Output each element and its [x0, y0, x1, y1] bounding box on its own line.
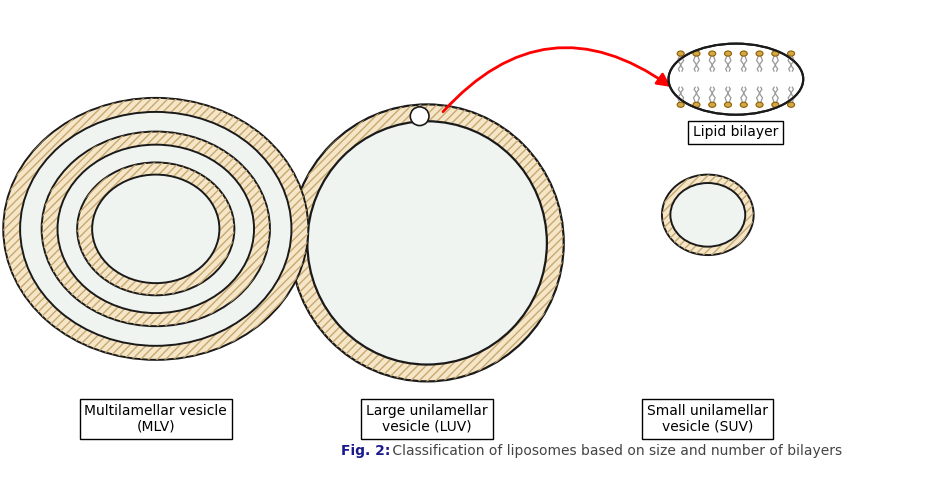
Ellipse shape — [788, 102, 795, 107]
Ellipse shape — [20, 112, 292, 346]
Ellipse shape — [662, 174, 754, 255]
Ellipse shape — [307, 121, 547, 365]
Ellipse shape — [693, 51, 700, 56]
Ellipse shape — [724, 102, 732, 107]
Ellipse shape — [708, 51, 716, 56]
Ellipse shape — [669, 43, 803, 115]
Ellipse shape — [693, 102, 700, 107]
Ellipse shape — [788, 51, 795, 56]
Ellipse shape — [77, 162, 234, 295]
Text: Classification of liposomes based on size and number of bilayers: Classification of liposomes based on siz… — [388, 444, 842, 458]
Ellipse shape — [670, 183, 745, 247]
Ellipse shape — [410, 107, 429, 126]
Ellipse shape — [756, 51, 763, 56]
Ellipse shape — [677, 102, 684, 107]
Ellipse shape — [93, 174, 219, 283]
Ellipse shape — [708, 102, 716, 107]
Ellipse shape — [724, 51, 732, 56]
Ellipse shape — [42, 131, 269, 326]
Ellipse shape — [771, 102, 779, 107]
Ellipse shape — [771, 51, 779, 56]
Text: Lipid bilayer: Lipid bilayer — [694, 126, 779, 140]
Ellipse shape — [677, 51, 684, 56]
Ellipse shape — [756, 102, 763, 107]
Text: Multilamellar vesicle
(MLV): Multilamellar vesicle (MLV) — [84, 404, 227, 434]
Ellipse shape — [740, 102, 747, 107]
Ellipse shape — [4, 98, 308, 360]
Ellipse shape — [57, 145, 254, 313]
Text: Large unilamellar
vesicle (LUV): Large unilamellar vesicle (LUV) — [367, 404, 488, 434]
Text: Fig. 2:: Fig. 2: — [341, 444, 391, 458]
Ellipse shape — [740, 51, 747, 56]
Ellipse shape — [291, 104, 564, 382]
Text: Small unilamellar
vesicle (SUV): Small unilamellar vesicle (SUV) — [647, 404, 769, 434]
